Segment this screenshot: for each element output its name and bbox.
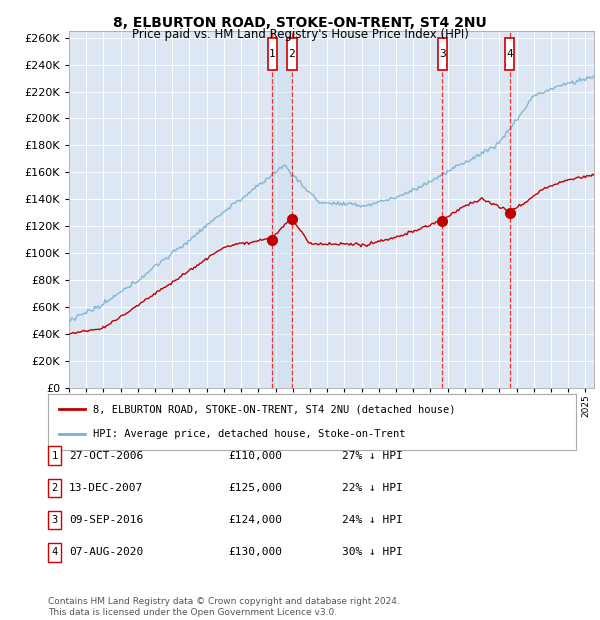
Text: £124,000: £124,000	[228, 515, 282, 525]
Text: 24% ↓ HPI: 24% ↓ HPI	[342, 515, 403, 525]
Text: 4: 4	[506, 49, 513, 59]
Bar	[437, 38, 447, 70]
Text: 07-AUG-2020: 07-AUG-2020	[69, 547, 143, 557]
Text: 27% ↓ HPI: 27% ↓ HPI	[342, 451, 403, 461]
Bar	[268, 38, 277, 70]
Text: £110,000: £110,000	[228, 451, 282, 461]
Text: £130,000: £130,000	[228, 547, 282, 557]
Text: 4: 4	[52, 547, 58, 557]
Text: 3: 3	[52, 515, 58, 525]
Text: 2: 2	[289, 49, 295, 59]
Text: 09-SEP-2016: 09-SEP-2016	[69, 515, 143, 525]
Text: 3: 3	[439, 49, 446, 59]
Text: 1: 1	[52, 451, 58, 461]
Text: 30% ↓ HPI: 30% ↓ HPI	[342, 547, 403, 557]
Text: 22% ↓ HPI: 22% ↓ HPI	[342, 483, 403, 493]
Bar	[505, 38, 514, 70]
Text: 1: 1	[269, 49, 276, 59]
Text: Contains HM Land Registry data © Crown copyright and database right 2024.
This d: Contains HM Land Registry data © Crown c…	[48, 598, 400, 617]
Text: 13-DEC-2007: 13-DEC-2007	[69, 483, 143, 493]
Bar	[272, 31, 292, 388]
Bar	[287, 38, 297, 70]
Text: HPI: Average price, detached house, Stoke-on-Trent: HPI: Average price, detached house, Stok…	[93, 429, 406, 439]
Text: Price paid vs. HM Land Registry's House Price Index (HPI): Price paid vs. HM Land Registry's House …	[131, 28, 469, 41]
Text: 8, ELBURTON ROAD, STOKE-ON-TRENT, ST4 2NU: 8, ELBURTON ROAD, STOKE-ON-TRENT, ST4 2N…	[113, 16, 487, 30]
Text: 2: 2	[52, 483, 58, 493]
Text: 8, ELBURTON ROAD, STOKE-ON-TRENT, ST4 2NU (detached house): 8, ELBURTON ROAD, STOKE-ON-TRENT, ST4 2N…	[93, 404, 455, 414]
Text: £125,000: £125,000	[228, 483, 282, 493]
Text: 27-OCT-2006: 27-OCT-2006	[69, 451, 143, 461]
